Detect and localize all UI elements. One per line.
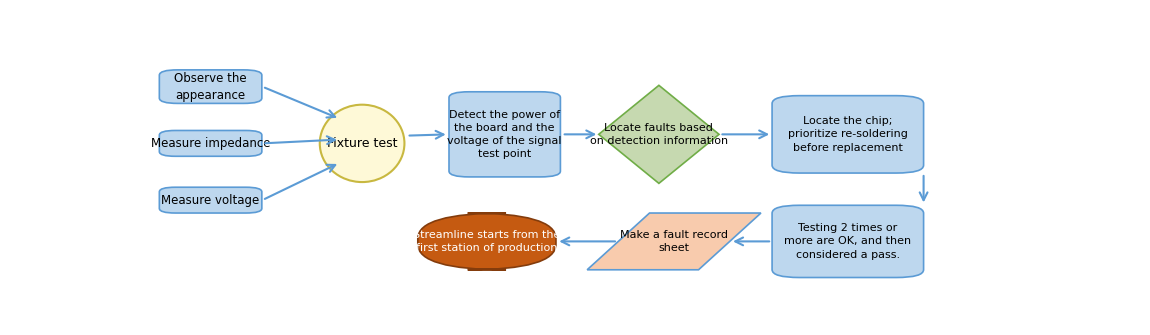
Text: Streamline starts from the
first station of production: Streamline starts from the first station… — [413, 230, 560, 253]
Polygon shape — [599, 85, 719, 183]
Text: Detect the power of
the board and the
voltage of the signal
test point: Detect the power of the board and the vo… — [447, 110, 562, 159]
FancyBboxPatch shape — [772, 96, 923, 173]
Text: Locate faults based
on detection information: Locate faults based on detection informa… — [590, 123, 728, 146]
Text: Measure impedance: Measure impedance — [151, 137, 270, 150]
Text: Locate the chip;
prioritize re-soldering
before replacement: Locate the chip; prioritize re-soldering… — [788, 116, 907, 152]
Text: Observe the
appearance: Observe the appearance — [175, 72, 247, 102]
FancyBboxPatch shape — [160, 187, 262, 213]
Ellipse shape — [320, 105, 405, 182]
Polygon shape — [588, 213, 761, 270]
Text: Fixture test: Fixture test — [327, 137, 398, 150]
Text: Testing 2 times or
more are OK, and then
considered a pass.: Testing 2 times or more are OK, and then… — [784, 223, 912, 260]
Text: Measure voltage: Measure voltage — [161, 194, 260, 207]
FancyBboxPatch shape — [417, 213, 555, 270]
FancyBboxPatch shape — [772, 205, 923, 277]
FancyBboxPatch shape — [448, 92, 560, 177]
Text: Make a fault record
sheet: Make a fault record sheet — [620, 230, 728, 253]
FancyBboxPatch shape — [160, 70, 262, 104]
FancyBboxPatch shape — [160, 130, 262, 156]
